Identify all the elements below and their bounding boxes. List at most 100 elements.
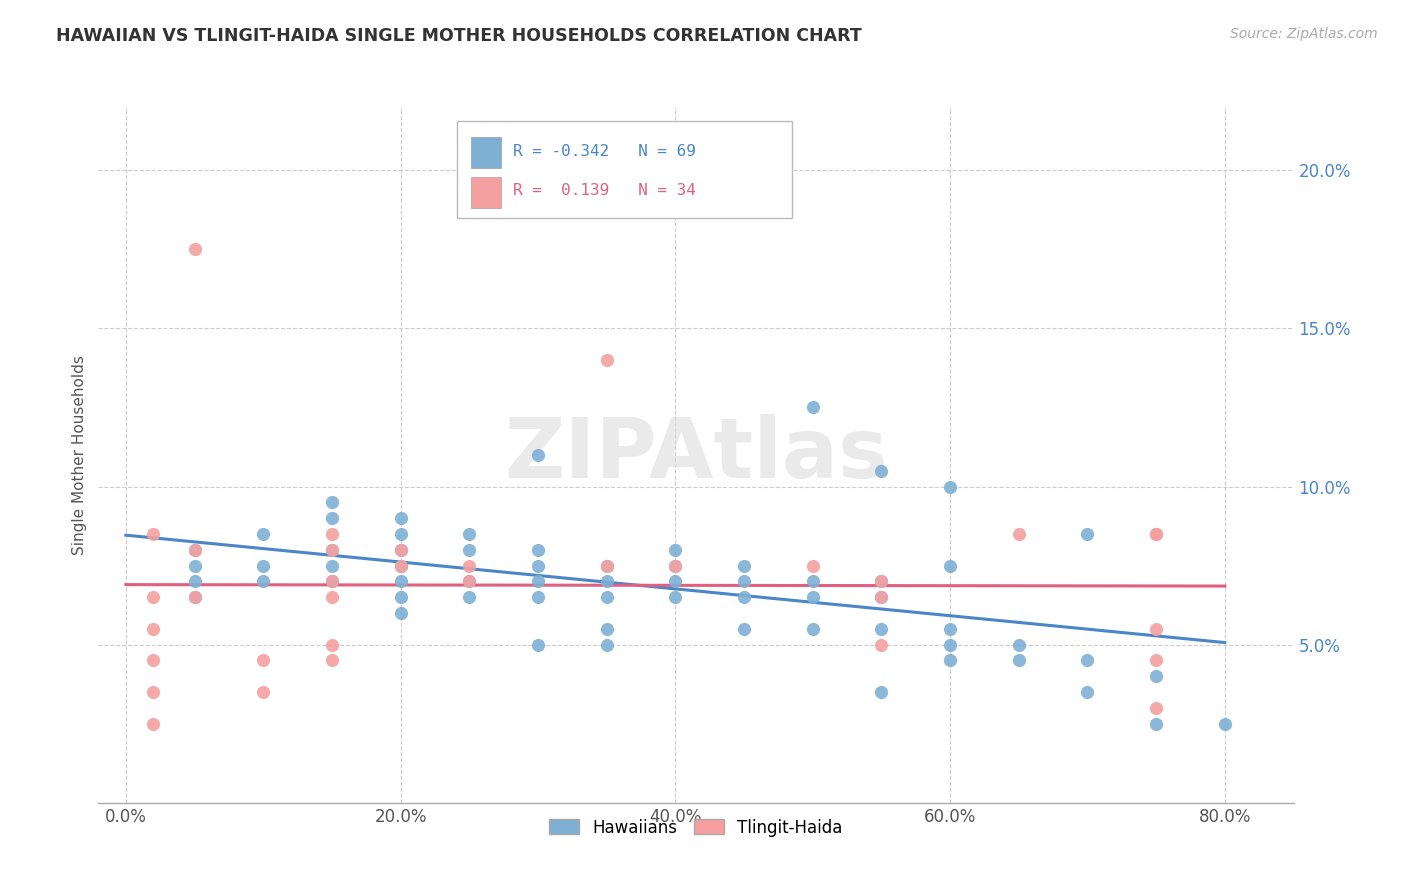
Point (664, 591, 686, 605)
Point (595, 622, 617, 636)
Point (664, 542, 686, 557)
Point (1144, 653, 1167, 667)
Point (183, 591, 205, 605)
Point (458, 574, 481, 589)
Point (183, 542, 205, 557)
Point (321, 511, 343, 525)
Point (1144, 527, 1167, 541)
Point (252, 527, 274, 541)
Point (389, 542, 412, 557)
Point (801, 591, 824, 605)
Point (458, 591, 481, 605)
Point (142, 685, 165, 699)
Point (142, 591, 165, 605)
Point (595, 558, 617, 573)
Point (939, 653, 962, 667)
Point (595, 591, 617, 605)
Point (870, 574, 893, 589)
FancyBboxPatch shape (457, 121, 792, 219)
Point (870, 591, 893, 605)
Point (321, 542, 343, 557)
Point (183, 574, 205, 589)
Point (801, 401, 824, 415)
Point (939, 479, 962, 493)
Point (1076, 685, 1098, 699)
Point (1213, 716, 1236, 731)
Point (321, 574, 343, 589)
Point (527, 638, 550, 652)
Point (183, 243, 205, 257)
Point (801, 558, 824, 573)
Point (1144, 716, 1167, 731)
Point (389, 558, 412, 573)
Point (458, 558, 481, 573)
Point (389, 542, 412, 557)
Text: Source: ZipAtlas.com: Source: ZipAtlas.com (1230, 27, 1378, 41)
Point (389, 527, 412, 541)
Point (252, 653, 274, 667)
Point (321, 558, 343, 573)
Point (321, 527, 343, 541)
Point (458, 542, 481, 557)
Point (527, 542, 550, 557)
Point (1008, 638, 1031, 652)
Point (595, 353, 617, 368)
Point (870, 622, 893, 636)
Point (733, 558, 755, 573)
Point (389, 606, 412, 620)
Point (870, 685, 893, 699)
Point (321, 542, 343, 557)
FancyBboxPatch shape (471, 177, 501, 208)
Point (321, 495, 343, 509)
Point (939, 558, 962, 573)
Point (595, 558, 617, 573)
Point (870, 464, 893, 478)
Point (321, 574, 343, 589)
FancyBboxPatch shape (471, 137, 501, 169)
Point (1076, 527, 1098, 541)
Point (801, 622, 824, 636)
Point (664, 558, 686, 573)
Point (389, 558, 412, 573)
Text: R =  0.139   N = 34: R = 0.139 N = 34 (513, 183, 696, 198)
Point (1008, 653, 1031, 667)
Point (142, 527, 165, 541)
Point (870, 574, 893, 589)
Point (527, 558, 550, 573)
Point (1144, 527, 1167, 541)
Point (321, 638, 343, 652)
Point (458, 574, 481, 589)
Point (183, 558, 205, 573)
Y-axis label: Single Mother Households: Single Mother Households (72, 355, 87, 555)
Legend: Hawaiians, Tlingit-Haida: Hawaiians, Tlingit-Haida (543, 812, 849, 843)
Point (1144, 701, 1167, 715)
Point (733, 574, 755, 589)
Point (527, 448, 550, 462)
Text: R = -0.342   N = 69: R = -0.342 N = 69 (513, 145, 696, 159)
Point (389, 591, 412, 605)
Point (389, 574, 412, 589)
Point (595, 574, 617, 589)
Point (1144, 669, 1167, 683)
Point (321, 653, 343, 667)
Point (1076, 653, 1098, 667)
Point (664, 574, 686, 589)
Point (142, 622, 165, 636)
Point (458, 527, 481, 541)
Point (801, 574, 824, 589)
Point (252, 574, 274, 589)
Point (142, 716, 165, 731)
Point (1008, 527, 1031, 541)
Point (183, 542, 205, 557)
Point (733, 622, 755, 636)
Point (870, 638, 893, 652)
Point (733, 591, 755, 605)
Point (252, 558, 274, 573)
Point (595, 638, 617, 652)
Point (142, 653, 165, 667)
Point (939, 622, 962, 636)
Point (664, 558, 686, 573)
Point (527, 574, 550, 589)
Point (939, 638, 962, 652)
Point (183, 591, 205, 605)
